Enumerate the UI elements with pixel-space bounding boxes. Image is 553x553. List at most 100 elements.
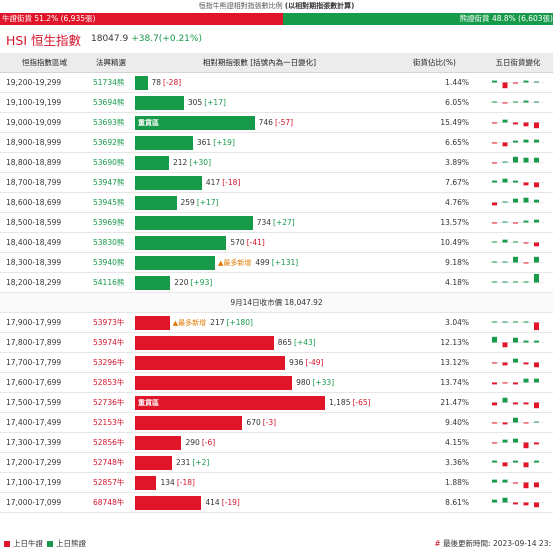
five-day-sparkline [489,197,545,206]
bar-cell: 570 [-41] [133,232,386,253]
product-code-link[interactable]: 54116熊 [93,278,125,287]
product-code-link[interactable]: 52857牛 [93,478,125,487]
code-cell[interactable]: 53296牛 [89,352,133,373]
code-cell[interactable]: 53969熊 [89,212,133,233]
code-cell[interactable]: 53830熊 [89,232,133,253]
daily-change: [+19] [213,138,235,147]
code-cell[interactable]: 52857牛 [89,472,133,493]
quantity-value: 570 [230,238,245,247]
sparkline-bar [534,139,539,143]
sparkline-bar [534,378,539,383]
range-cell: 18,500-18,599 [0,212,89,233]
five-day-sparkline [489,336,545,348]
product-code-link[interactable]: 52748牛 [93,458,125,467]
product-code-link[interactable]: 68748牛 [93,498,125,507]
sparkline-bar [513,482,518,484]
code-cell[interactable]: 53974牛 [89,332,133,353]
product-code-link[interactable]: 51734熊 [93,78,125,87]
percent-cell: 6.65% [386,132,483,153]
product-code-link[interactable]: 53693熊 [93,118,125,127]
code-cell[interactable]: 52748牛 [89,452,133,473]
range-cell: 19,100-19,199 [0,92,89,113]
product-code-link[interactable]: 53947熊 [93,178,125,187]
bear-quantity-bar [135,255,215,270]
heavy-zone-label: 重貨區 [138,398,159,407]
code-cell[interactable]: 53693熊 [89,112,133,133]
product-code-link[interactable]: 52853牛 [93,378,125,387]
code-cell[interactable]: 51734熊 [89,72,133,93]
code-cell[interactable]: 53690熊 [89,152,133,173]
product-code-link[interactable]: 53945熊 [93,198,125,207]
sparkline-bar [523,402,529,405]
code-cell[interactable]: 52853牛 [89,372,133,393]
product-code-link[interactable]: 53969熊 [93,218,125,227]
code-cell[interactable]: 53940熊 [89,252,133,273]
code-cell[interactable]: 52153牛 [89,412,133,433]
percent-cell: 6.05% [386,92,483,113]
sparkline-bar [502,161,508,163]
percent-cell: 9.40% [386,412,483,433]
code-cell[interactable]: 53692熊 [89,132,133,153]
sparkline-bar [492,122,497,124]
bear-table-row: 18,200-18,299 54116熊 220 [+93] 4.18% [0,272,553,293]
code-cell[interactable]: 52736牛 [89,392,133,413]
sparkline-bar [513,382,518,385]
closing-price-text: 9月14日收市價 18,047.92 [0,292,553,313]
product-code-link[interactable]: 52856牛 [93,438,125,447]
percent-cell: 3.04% [386,312,483,333]
five-day-sparkline [489,100,545,104]
bull-quantity-bar [135,495,202,510]
product-code-link[interactable]: 52736牛 [93,398,125,407]
bear-table-row: 19,000-19,099 53693熊 重貨區 746 [-57] 15.49% [0,112,553,133]
product-code-link[interactable]: 53974牛 [93,338,125,347]
sparkline-cell [483,412,553,433]
product-code-link[interactable]: 53973牛 [93,318,125,327]
bar-cell: 134 [-18] [133,472,386,493]
bull-table-row: 17,500-17,599 52736牛 重貨區 1,185 [-65] 21.47% [0,392,553,413]
legend-bull-swatch [4,540,10,547]
range-cell: 17,800-17,899 [0,332,89,353]
product-code-link[interactable]: 53940熊 [93,258,125,267]
bar-cell: 305 [+17] [133,92,386,113]
bear-table-row: 19,200-19,299 51734熊 78 [-28] 1.44% [0,72,553,93]
bull-quantity-bar [135,475,157,490]
code-cell[interactable]: 54116熊 [89,272,133,293]
bull-quantity-bar [135,375,293,390]
bar-wrap: 290 [-6] [135,435,386,450]
code-cell[interactable]: 68748牛 [89,492,133,513]
bear-table-row: 18,800-18,899 53690熊 212 [+30] 3.89% [0,152,553,173]
product-code-link[interactable]: 53296牛 [93,358,125,367]
product-code-link[interactable]: 53694熊 [93,98,125,107]
bar-wrap: 231 [+2] [135,455,386,470]
code-cell[interactable]: 52856牛 [89,432,133,453]
code-cell[interactable]: 53973牛 [89,312,133,333]
product-code-link[interactable]: 53690熊 [93,158,125,167]
product-code-link[interactable]: 52153牛 [93,418,125,427]
range-cell: 17,300-17,399 [0,432,89,453]
quantity-value: 417 [205,178,221,187]
bear-table-row: 18,700-18,799 53947熊 417 [-18] 7.67% [0,172,553,193]
product-code-link[interactable]: 53692熊 [93,138,125,147]
sparkline-cell [483,472,553,493]
range-cell: 19,200-19,299 [0,72,89,93]
sparkline-bar [534,157,539,163]
bar-wrap: 414 [-19] [135,495,386,510]
code-cell[interactable]: 53945熊 [89,192,133,213]
sparkline-bar [492,422,497,424]
sparkline-bar [513,256,518,263]
daily-change: [-3] [262,418,277,427]
sparkline-bar [502,321,508,323]
product-code-link[interactable]: 53830熊 [93,238,125,247]
five-day-sparkline [489,80,545,89]
code-cell[interactable]: 53694熊 [89,92,133,113]
sparkline-bar [534,482,539,488]
sparkline-bar [523,462,529,468]
percent-cell: 13.74% [386,372,483,393]
code-cell[interactable]: 53947熊 [89,172,133,193]
sparkline-bar [492,382,497,385]
sparkline-bar [534,242,539,247]
sparkline-bar [492,202,497,206]
bull-quantity-bar [135,435,182,450]
bull-quantity-bar [135,335,274,350]
sparkline-bar [523,182,529,186]
